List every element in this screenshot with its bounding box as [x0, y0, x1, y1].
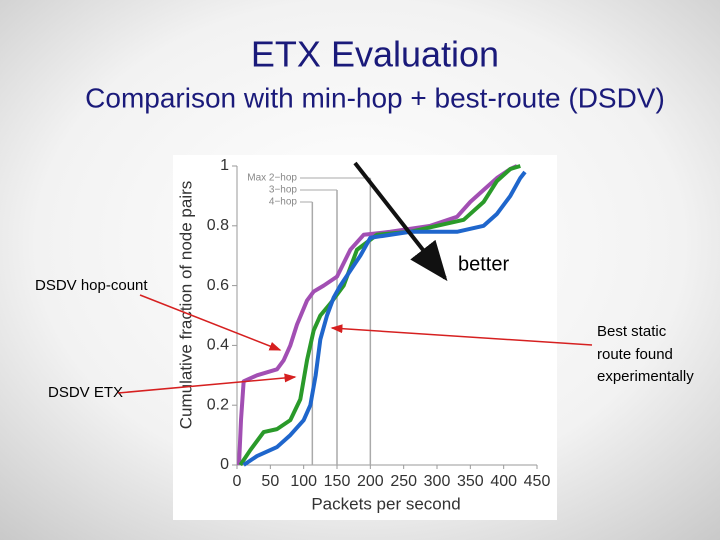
x-tick-label: 0 — [233, 473, 242, 490]
pointer-arrow — [117, 373, 297, 394]
x-tick-label: 350 — [457, 473, 484, 490]
pointer-arrow — [139, 294, 282, 351]
y-tick-label: 0.8 — [207, 217, 229, 234]
annotation: experimentally — [597, 368, 694, 385]
y-tick-label: 0.4 — [207, 337, 229, 354]
reference-label: 4−hop — [269, 197, 298, 208]
x-tick-label: 450 — [524, 473, 551, 490]
annotation: DSDV ETX — [48, 384, 123, 401]
x-tick-label: 50 — [261, 473, 279, 490]
x-tick-label: 300 — [424, 473, 451, 490]
y-tick-label: 0 — [220, 456, 229, 473]
x-tick-label: 400 — [490, 473, 517, 490]
y-tick-label: 1 — [220, 157, 229, 174]
x-tick-label: 200 — [357, 473, 384, 490]
x-tick-label: 250 — [390, 473, 417, 490]
y-tick-label: 0.2 — [207, 396, 229, 413]
annotation: Best static — [597, 323, 667, 340]
series-line — [237, 164, 518, 466]
y-tick-label: 0.6 — [207, 277, 229, 294]
annotation: better — [458, 253, 509, 275]
plot: 0 0.2 0.4 0.6 0.8 1 0 50 100 150 200 250 300 350 400 45… — [207, 157, 551, 490]
x-tick-label: 150 — [324, 473, 351, 490]
annotation: DSDV hop-count — [35, 277, 148, 294]
slide-title: ETX Evaluation — [251, 34, 499, 75]
pointer-arrow — [330, 324, 593, 346]
reference-label: 3−hop — [269, 185, 298, 196]
series-line — [242, 170, 527, 467]
annotation: route found — [597, 346, 673, 363]
better-arrow — [353, 161, 448, 282]
x-axis-label: Packets per second — [311, 494, 460, 513]
reference-label: Max 2−hop — [247, 173, 297, 184]
x-tick-label: 100 — [290, 473, 317, 490]
slide-subtitle: Comparison with min-hop + best-route (DS… — [85, 82, 665, 113]
y-axis-label: Cumulative fraction of node pairs — [176, 181, 195, 430]
